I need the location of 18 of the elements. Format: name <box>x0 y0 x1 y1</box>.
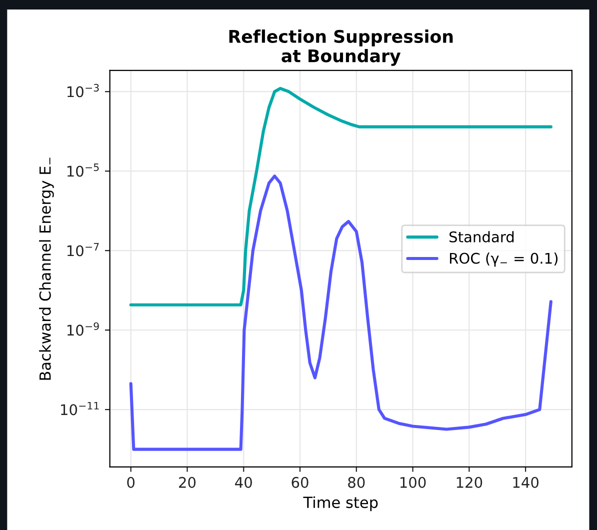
y-tick-label: 10$^{−9}$ <box>67 322 99 336</box>
legend-label: ROC (γ$_{−}$ = 0.1) <box>450 252 558 267</box>
x-tick-label: 80 <box>348 476 365 488</box>
x-tick-label: 100 <box>400 476 426 488</box>
x-tick-label: 0 <box>127 476 135 488</box>
y-tick-label: 10$^{−11}$ <box>61 402 99 416</box>
x-tick-label: 60 <box>292 476 308 488</box>
x-tick-label: 140 <box>513 476 538 488</box>
x-tick-label: 40 <box>235 476 252 488</box>
y-tick-label: 10$^{−3}$ <box>67 84 99 98</box>
chart-title: Reflection Suppression at Boundary <box>229 30 453 66</box>
x-axis-title: Time step <box>303 496 378 512</box>
x-tick-label: 120 <box>456 476 482 488</box>
y-tick-label: 10$^{−5}$ <box>67 164 99 177</box>
y-tick-label: 10$^{−7}$ <box>67 243 99 256</box>
y-axis-title: Backward Channel Energy E$_{−}$ <box>39 158 54 380</box>
legend-label: Standard <box>450 231 514 242</box>
x-tick-label: 20 <box>179 476 196 488</box>
